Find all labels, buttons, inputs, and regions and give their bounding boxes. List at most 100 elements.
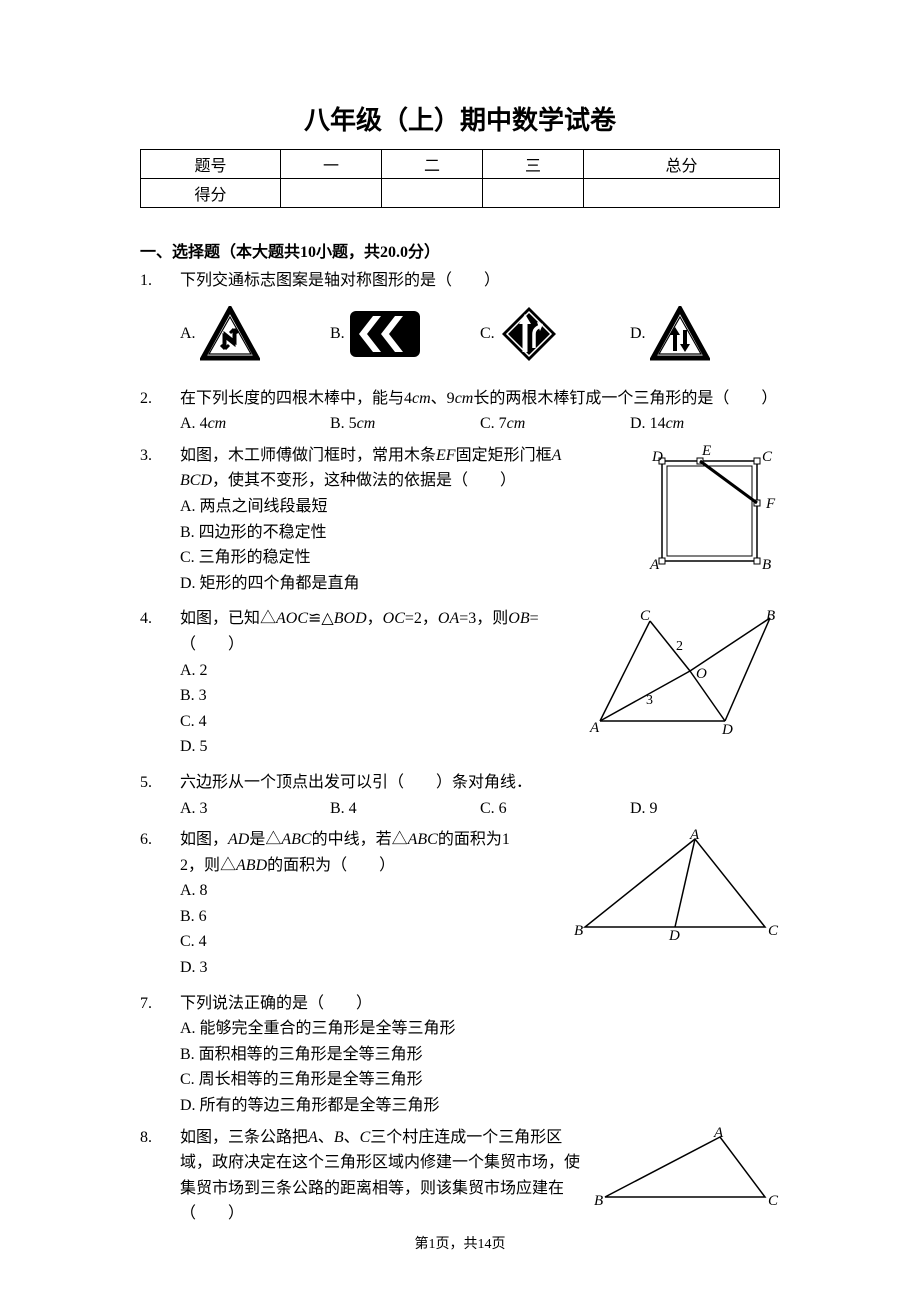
cell-blank <box>382 179 483 208</box>
option-a: A. <box>180 306 330 362</box>
question-text: 如图，三条公路把A、B、C三个村庄连成一个三角形区域，政府决定在这个三角形区域内… <box>180 1125 582 1227</box>
question-text: 如图，AD是△ABC的中线，若△ABC的面积为12，则△ABD的面积为（ ） <box>180 827 562 878</box>
question-number: 6. <box>140 827 180 981</box>
svg-text:D: D <box>651 449 663 465</box>
option-c: C. 7cm <box>480 411 630 437</box>
option-d: D. 所有的等边三角形都是全等三角形 <box>180 1093 780 1119</box>
option-letter: D. <box>630 321 646 347</box>
option-d: D. <box>630 306 780 362</box>
svg-text:D: D <box>721 722 733 736</box>
cell-blank <box>584 179 780 208</box>
svg-text:3: 3 <box>646 693 653 708</box>
option-b: B. <box>330 310 480 358</box>
section-heading: 一、选择题（本大题共10小题，共20.0分） <box>140 238 780 262</box>
option-a: A. 8 <box>180 878 562 904</box>
question-text: 六边形从一个顶点出发可以引（ ）条对角线． <box>180 770 780 796</box>
svg-text:B: B <box>574 923 583 939</box>
question-body: 下列交通标志图案是轴对称图形的是（ ） A. B. <box>180 268 780 380</box>
triangle-median-diagram: A B D C <box>570 827 780 942</box>
svg-text:F: F <box>765 496 776 512</box>
question-3: 3. 如图，木工师傅做门框时，常用木条EF固定矩形门框ABCD，使其不变形，这种… <box>140 443 780 597</box>
question-number: 4. <box>140 606 180 760</box>
question-body: 六边形从一个顶点出发可以引（ ）条对角线． A. 3 B. 4 C. 6 D. … <box>180 770 780 821</box>
table-row: 得分 <box>141 179 780 208</box>
question-4: 4. 如图，已知△AOC≌△BOD，OC=2，OA=3，则OB=（ ） A. 2… <box>140 606 780 760</box>
option-c: C. 周长相等的三角形是全等三角形 <box>180 1067 780 1093</box>
option-c: C. 4 <box>180 929 562 955</box>
cell-total: 总分 <box>584 150 780 179</box>
congruent-triangles-diagram: C B O A D 2 3 <box>580 606 780 736</box>
option-c: C. 三角形的稳定性 <box>180 545 632 571</box>
option-d: D. 5 <box>180 734 572 760</box>
option-letter: B. <box>330 321 345 347</box>
option-a: A. 能够完全重合的三角形是全等三角形 <box>180 1016 780 1042</box>
question-body: 在下列长度的四根木棒中，能与4cm、9cm长的两根木棒钉成一个三角形的是（ ） … <box>180 386 780 437</box>
option-c: C. 4 <box>180 709 572 735</box>
question-body: 如图，三条公路把A、B、C三个村庄连成一个三角形区域，政府决定在这个三角形区域内… <box>180 1125 780 1227</box>
question-text: 如图，已知△AOC≌△BOD，OC=2，OA=3，则OB=（ ） <box>180 606 572 657</box>
svg-text:C: C <box>768 1193 779 1209</box>
traffic-sign-b-icon <box>349 310 421 358</box>
option-letter: C. <box>480 321 495 347</box>
option-d: D. 9 <box>630 796 780 822</box>
question-text: 在下列长度的四根木棒中，能与4cm、9cm长的两根木棒钉成一个三角形的是（ ） <box>180 386 780 412</box>
svg-text:A: A <box>713 1125 724 1141</box>
option-a: A. 2 <box>180 658 572 684</box>
option-b: B. 6 <box>180 904 562 930</box>
cell-col1: 一 <box>281 150 382 179</box>
option-b: B. 4 <box>330 796 480 822</box>
traffic-sign-a-icon <box>200 306 260 362</box>
question-1: 1. 下列交通标志图案是轴对称图形的是（ ） A. <box>140 268 780 380</box>
svg-text:2: 2 <box>676 639 683 654</box>
question-text: 下列说法正确的是（ ） <box>180 991 780 1017</box>
question-number: 8. <box>140 1125 180 1227</box>
question-body: 如图，已知△AOC≌△BOD，OC=2，OA=3，则OB=（ ） A. 2 B.… <box>180 606 780 760</box>
cell-tihao: 题号 <box>141 150 281 179</box>
svg-text:C: C <box>768 923 779 939</box>
svg-text:E: E <box>701 443 711 459</box>
svg-text:C: C <box>762 449 773 465</box>
question-number: 1. <box>140 268 180 380</box>
question-8: 8. 如图，三条公路把A、B、C三个村庄连成一个三角形区域，政府决定在这个三角形… <box>140 1125 780 1227</box>
cell-col3: 三 <box>483 150 584 179</box>
score-table: 题号 一 二 三 总分 得分 <box>140 149 780 208</box>
option-c: C. 6 <box>480 796 630 822</box>
page: 八年级（上）期中数学试卷 题号 一 二 三 总分 得分 一、选择题（本大题共10… <box>0 0 920 1273</box>
svg-text:D: D <box>668 928 680 942</box>
option-a: A. 3 <box>180 796 330 822</box>
option-c: C. <box>480 304 630 364</box>
option-b: B. 四边形的不稳定性 <box>180 520 632 546</box>
svg-text:A: A <box>589 720 600 736</box>
question-2: 2. 在下列长度的四根木棒中，能与4cm、9cm长的两根木棒钉成一个三角形的是（… <box>140 386 780 437</box>
page-footer: 第1页，共14页 <box>0 1233 920 1253</box>
question-number: 2. <box>140 386 180 437</box>
question-6: 6. 如图，AD是△ABC的中线，若△ABC的面积为12，则△ABD的面积为（ … <box>140 827 780 981</box>
table-row: 题号 一 二 三 总分 <box>141 150 780 179</box>
question-number: 5. <box>140 770 180 821</box>
option-letter: A. <box>180 321 196 347</box>
traffic-sign-d-icon <box>650 306 710 362</box>
cell-col2: 二 <box>382 150 483 179</box>
question-text: 如图，木工师傅做门框时，常用木条EF固定矩形门框ABCD，使其不变形，这种做法的… <box>180 443 632 494</box>
option-d: D. 矩形的四个角都是直角 <box>180 571 632 597</box>
cell-blank <box>483 179 584 208</box>
question-text: 下列交通标志图案是轴对称图形的是（ ） <box>180 268 780 294</box>
door-frame-diagram: D E C F A B <box>640 443 780 573</box>
option-b: B. 3 <box>180 683 572 709</box>
svg-text:A: A <box>649 557 660 573</box>
svg-text:C: C <box>640 608 651 624</box>
option-b: B. 5cm <box>330 411 480 437</box>
cell-blank <box>281 179 382 208</box>
svg-text:B: B <box>762 557 771 573</box>
svg-text:O: O <box>696 666 707 682</box>
question-body: 如图，木工师傅做门框时，常用木条EF固定矩形门框ABCD，使其不变形，这种做法的… <box>180 443 780 597</box>
svg-text:B: B <box>594 1193 603 1209</box>
traffic-sign-c-icon <box>499 304 559 364</box>
cell-defen: 得分 <box>141 179 281 208</box>
svg-text:A: A <box>689 827 700 843</box>
option-a: A. 4cm <box>180 411 330 437</box>
village-triangle-diagram: A B C <box>590 1125 780 1210</box>
question-7: 7. 下列说法正确的是（ ） A. 能够完全重合的三角形是全等三角形 B. 面积… <box>140 991 780 1119</box>
question-5: 5. 六边形从一个顶点出发可以引（ ）条对角线． A. 3 B. 4 C. 6 … <box>140 770 780 821</box>
question-body: 如图，AD是△ABC的中线，若△ABC的面积为12，则△ABD的面积为（ ） A… <box>180 827 780 981</box>
